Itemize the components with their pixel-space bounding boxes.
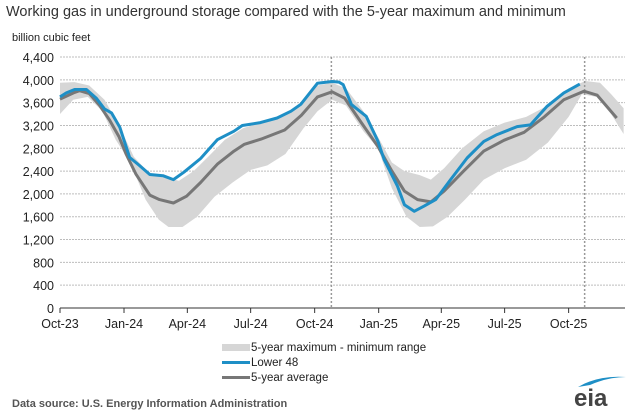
y-tick-label: 2,800	[23, 142, 54, 156]
band-max-min-range	[60, 81, 624, 227]
x-tick-label: Jan-25	[360, 317, 398, 331]
y-tick-label: 2,400	[23, 165, 54, 179]
legend-item-lower48: Lower 48	[222, 355, 426, 370]
x-tick-label: Apr-24	[169, 317, 207, 331]
x-tick-label: Jul-25	[488, 317, 522, 331]
series-line-lower-48	[59, 80, 581, 213]
y-axis-label: billion cubic feet	[12, 32, 91, 44]
chart-title: Working gas in underground storage compa…	[6, 4, 566, 20]
y-tick-label: 1,200	[23, 234, 54, 248]
y-tick-label: 2,000	[23, 188, 54, 202]
legend-label-avg: 5-year average	[251, 371, 329, 384]
svg-text:eia: eia	[574, 385, 608, 409]
data-source: Data source: U.S. Energy Information Adm…	[12, 398, 288, 410]
legend-item-avg: 5-year average	[222, 370, 426, 385]
y-tick-label: 4,400	[23, 51, 54, 65]
eia-logo: eia	[574, 376, 626, 409]
legend-swatch-avg	[222, 376, 250, 379]
y-tick-label: 3,200	[23, 119, 54, 133]
series-line-5-year-average	[59, 89, 618, 205]
legend-swatch-band	[222, 344, 250, 351]
y-tick-label: 4,000	[23, 74, 54, 88]
x-tick-label: Oct-25	[550, 317, 588, 331]
legend: 5-year maximum - minimum range Lower 48 …	[222, 340, 426, 385]
x-tick-label: Jan-24	[105, 317, 143, 331]
y-tick-label: 3,600	[23, 97, 54, 111]
y-tick-label: 800	[33, 256, 54, 270]
y-tick-label: 400	[33, 279, 54, 293]
x-tick-label: Jul-24	[234, 317, 268, 331]
y-tick-label: 0	[47, 302, 54, 316]
x-tick-label: Apr-25	[423, 317, 461, 331]
x-tick-label: Oct-24	[296, 317, 334, 331]
legend-label-lower48: Lower 48	[251, 356, 299, 369]
legend-label-band: 5-year maximum - minimum range	[251, 341, 427, 354]
y-tick-label: 1,600	[23, 211, 54, 225]
x-tick-label: Oct-23	[41, 317, 79, 331]
legend-swatch-lower48	[222, 361, 250, 364]
legend-item-band: 5-year maximum - minimum range	[222, 340, 426, 355]
